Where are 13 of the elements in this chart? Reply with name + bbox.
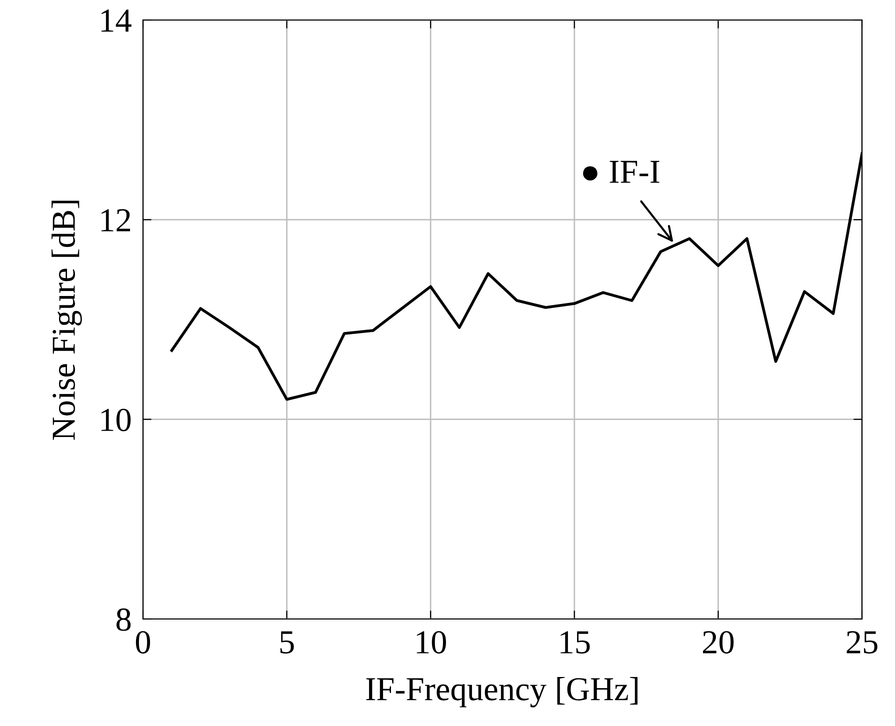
y-tick-label: 14 xyxy=(101,10,132,32)
y-tick-label: 10 xyxy=(101,408,131,432)
x-tick-label: 20 xyxy=(702,631,734,654)
x-axis-title: IF-Frequency [GHz] xyxy=(366,677,638,708)
x-tick-label: 0 xyxy=(136,631,150,654)
x-tick-label: 10 xyxy=(416,631,446,654)
y-tick-label: 12 xyxy=(101,209,130,232)
x-tick-label: 15 xyxy=(560,631,590,654)
x-tick-label: 25 xyxy=(846,631,878,654)
annotation: ● IF-I xyxy=(583,160,660,183)
x-tick-label: 5 xyxy=(280,631,294,654)
y-tick-label: 8 xyxy=(116,608,131,631)
y-axis-title: Noise Figure [dB] xyxy=(52,200,82,440)
